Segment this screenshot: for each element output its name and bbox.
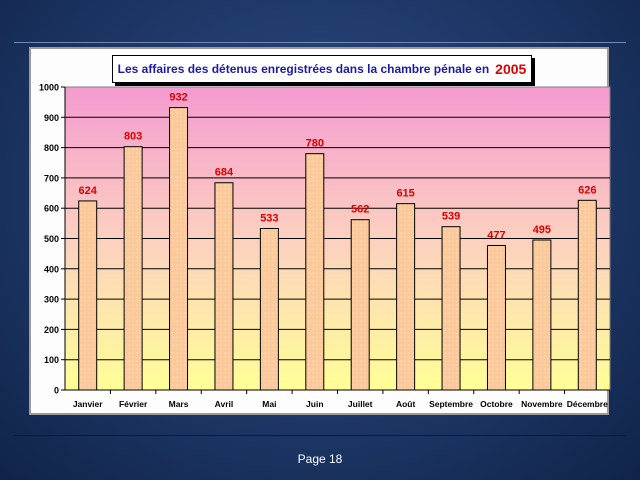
data-label: 477 xyxy=(487,229,505,241)
data-label: 615 xyxy=(396,188,414,200)
bar xyxy=(169,107,189,391)
bar xyxy=(214,182,234,391)
data-label: 624 xyxy=(79,185,98,197)
bar xyxy=(123,146,143,391)
y-tick-label: 800 xyxy=(44,143,59,153)
bar xyxy=(78,200,98,391)
y-tick-label: 300 xyxy=(44,295,59,305)
x-tick-label: Août xyxy=(396,399,416,409)
y-tick-label: 0 xyxy=(54,386,59,396)
y-tick-label: 600 xyxy=(44,204,59,214)
x-tick-label: Mars xyxy=(169,399,189,409)
y-tick-label: 700 xyxy=(44,173,59,183)
page-number: Page 18 xyxy=(297,452,343,466)
data-label: 626 xyxy=(578,184,596,196)
y-tick-label: 100 xyxy=(44,355,59,365)
y-tick-label: 500 xyxy=(44,234,59,244)
data-label: 780 xyxy=(306,138,324,150)
bar xyxy=(441,226,461,391)
data-label: 562 xyxy=(351,204,369,216)
y-tick-label: 900 xyxy=(44,113,59,123)
y-tick-label: 400 xyxy=(44,264,59,274)
chart-title-year: 2005 xyxy=(495,61,527,77)
y-tick-label: 200 xyxy=(44,325,59,335)
bar xyxy=(305,153,325,391)
grid-lines xyxy=(65,116,610,361)
slide-border xyxy=(14,42,626,436)
data-label: 539 xyxy=(442,211,460,223)
x-tick-label: Avril xyxy=(215,399,234,409)
data-label: 533 xyxy=(260,213,278,225)
x-tick-label: Décembre xyxy=(567,399,608,409)
data-label: 932 xyxy=(169,92,187,104)
x-tick-label: Octobre xyxy=(480,399,513,409)
x-tick-label: Novembre xyxy=(521,399,563,409)
bar xyxy=(532,239,552,391)
x-axis-ticks: Janvier Février Mars Avril Mai Juin Juillet Aoû… xyxy=(73,390,608,409)
bar xyxy=(259,228,279,391)
x-tick-label: Juin xyxy=(306,399,323,409)
chart-title: Les affaires des détenus enregistrées da… xyxy=(117,62,490,76)
x-tick-label: Mai xyxy=(262,399,276,409)
x-tick-label: Septembre xyxy=(429,399,473,409)
data-label: 803 xyxy=(124,131,142,143)
y-axis-ticks: 0 100 200 300 400 500 600 700 800 900 1000 xyxy=(39,83,65,396)
data-labels: 624 803 932 684 533 780 562 615 539 477 495 626 xyxy=(79,92,597,242)
bar xyxy=(350,219,370,391)
chart-title-box: Les affaires des détenus enregistrées da… xyxy=(112,55,532,83)
bar xyxy=(396,203,416,391)
x-tick-label: Février xyxy=(119,399,148,409)
bar xyxy=(577,199,597,391)
y-tick-label: 1000 xyxy=(39,83,59,93)
data-label: 495 xyxy=(533,224,551,236)
x-tick-label: Juillet xyxy=(348,399,373,409)
bar xyxy=(486,244,506,391)
data-label: 684 xyxy=(215,167,234,179)
x-tick-label: Janvier xyxy=(73,399,103,409)
